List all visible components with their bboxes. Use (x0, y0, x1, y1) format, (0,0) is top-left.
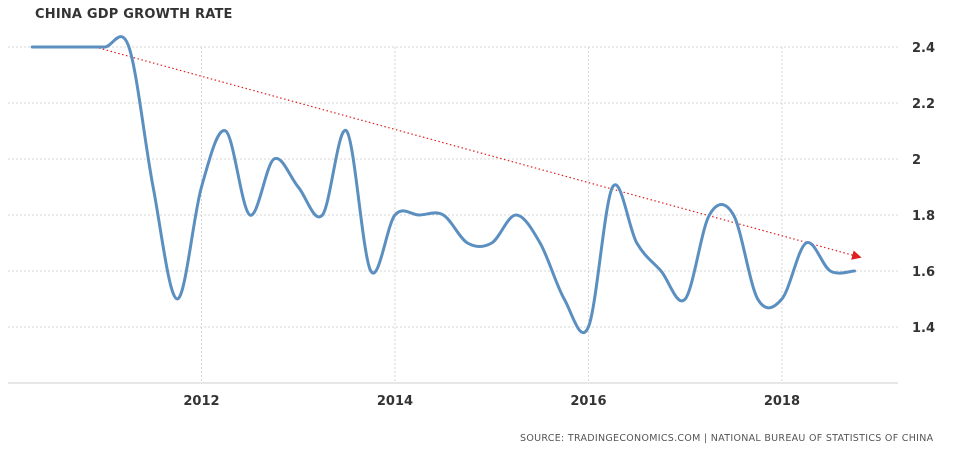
tick-labels: 1.4 1.6 1.8 2 2.2 2.4 2012 2014 2016 2018 (183, 41, 935, 409)
x-tick-label: 2012 (183, 394, 219, 409)
x-tick-label: 2018 (764, 394, 800, 409)
source-note: SOURCE: TRADINGECONOMICS.COM | NATIONAL … (520, 433, 934, 444)
x-tick-label: 2016 (570, 394, 606, 409)
y-tick-label: 1.4 (912, 321, 935, 336)
y-tick-label: 2.2 (912, 97, 935, 112)
y-tick-label: 1.8 (912, 209, 935, 224)
line-chart: 1.4 1.6 1.8 2 2.2 2.4 2012 2014 2016 2018 (8, 35, 935, 409)
y-tick-label: 2.4 (912, 41, 935, 56)
chart-title: CHINA GDP GROWTH RATE (35, 7, 233, 22)
grid-lines (8, 46, 898, 384)
y-tick-label: 2 (912, 153, 921, 168)
series-layer (30, 35, 856, 335)
series-line (30, 35, 856, 335)
trendline-arrow (94, 46, 862, 260)
y-tick-label: 1.6 (912, 265, 935, 280)
x-tick-label: 2014 (377, 394, 413, 409)
trendline-layer (94, 46, 862, 260)
